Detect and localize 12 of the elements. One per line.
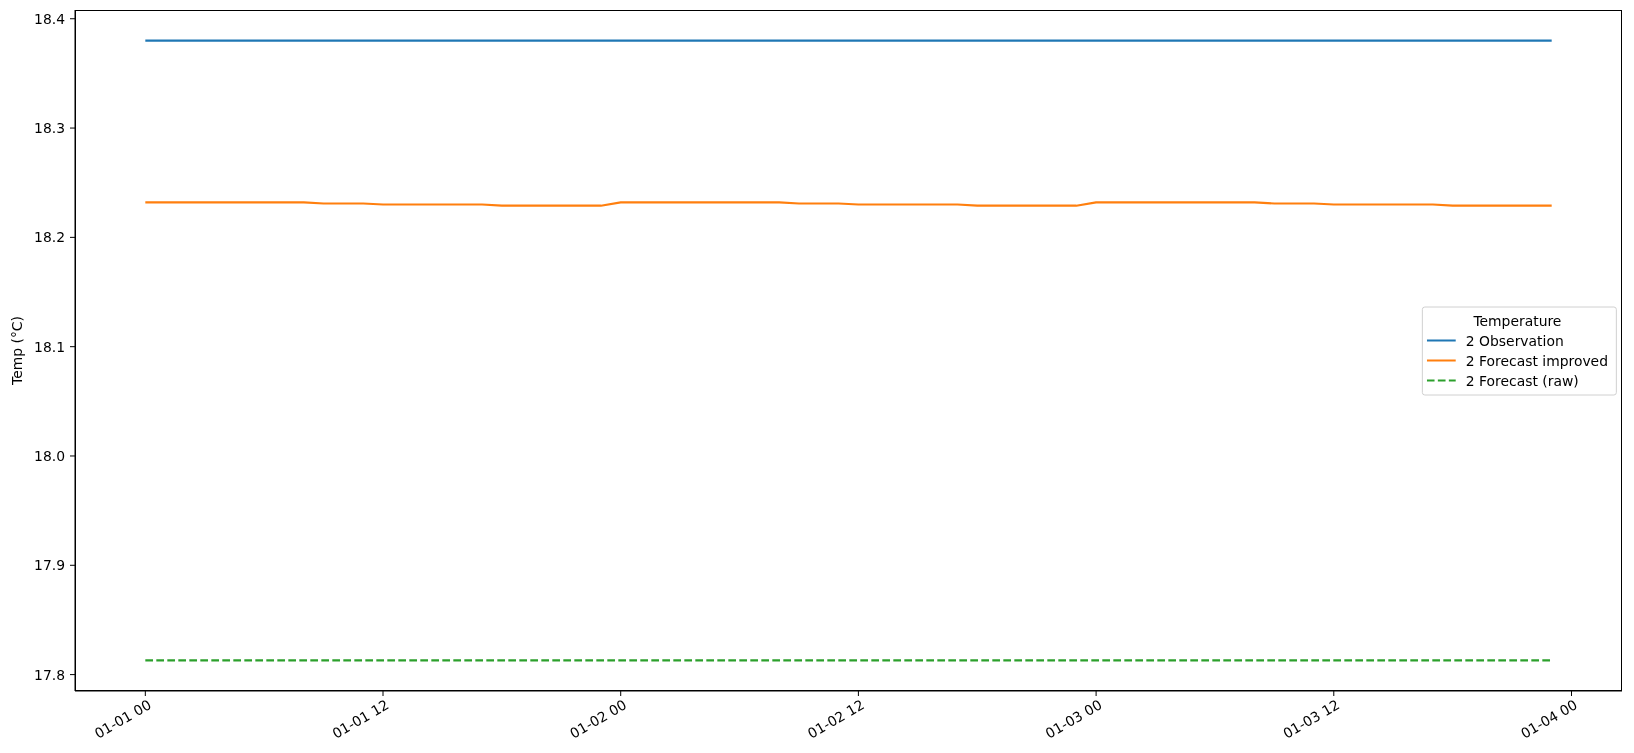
y-tick-label: 18.2	[34, 229, 65, 246]
legend-label: 2 Forecast improved	[1465, 351, 1608, 370]
legend-label: 2 Forecast (raw)	[1465, 371, 1579, 390]
y-tick-label: 17.9	[34, 557, 65, 574]
y-tick-label: 18.3	[34, 119, 65, 136]
y-tick-label: 18.1	[34, 338, 65, 355]
y-tick-label: 17.8	[34, 666, 65, 683]
y-tick-label: 18.0	[34, 447, 65, 464]
legend-title: Temperature	[1472, 311, 1563, 330]
legend-label: 2 Observation	[1465, 331, 1564, 350]
y-tick-label: 18.4	[34, 10, 66, 27]
y-axis-title: Temp (°C)	[9, 316, 25, 386]
